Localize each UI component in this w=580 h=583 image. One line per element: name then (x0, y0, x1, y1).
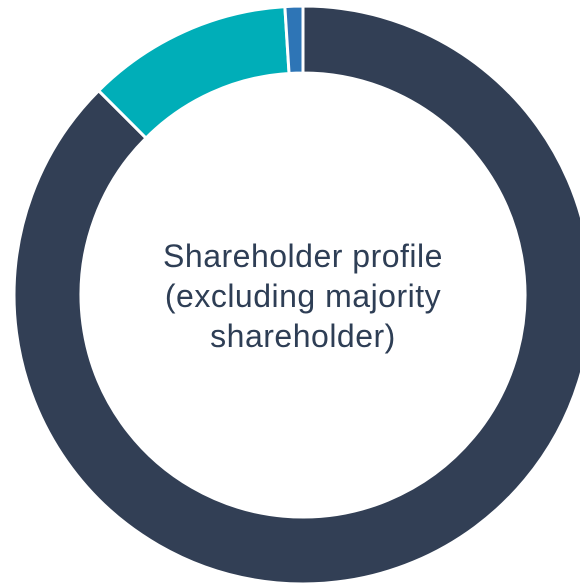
chart-title: Shareholder profile (excluding majority … (163, 238, 443, 354)
donut-segment (283, 4, 305, 76)
donut-segment (12, 4, 580, 583)
donut-segment (96, 4, 291, 141)
